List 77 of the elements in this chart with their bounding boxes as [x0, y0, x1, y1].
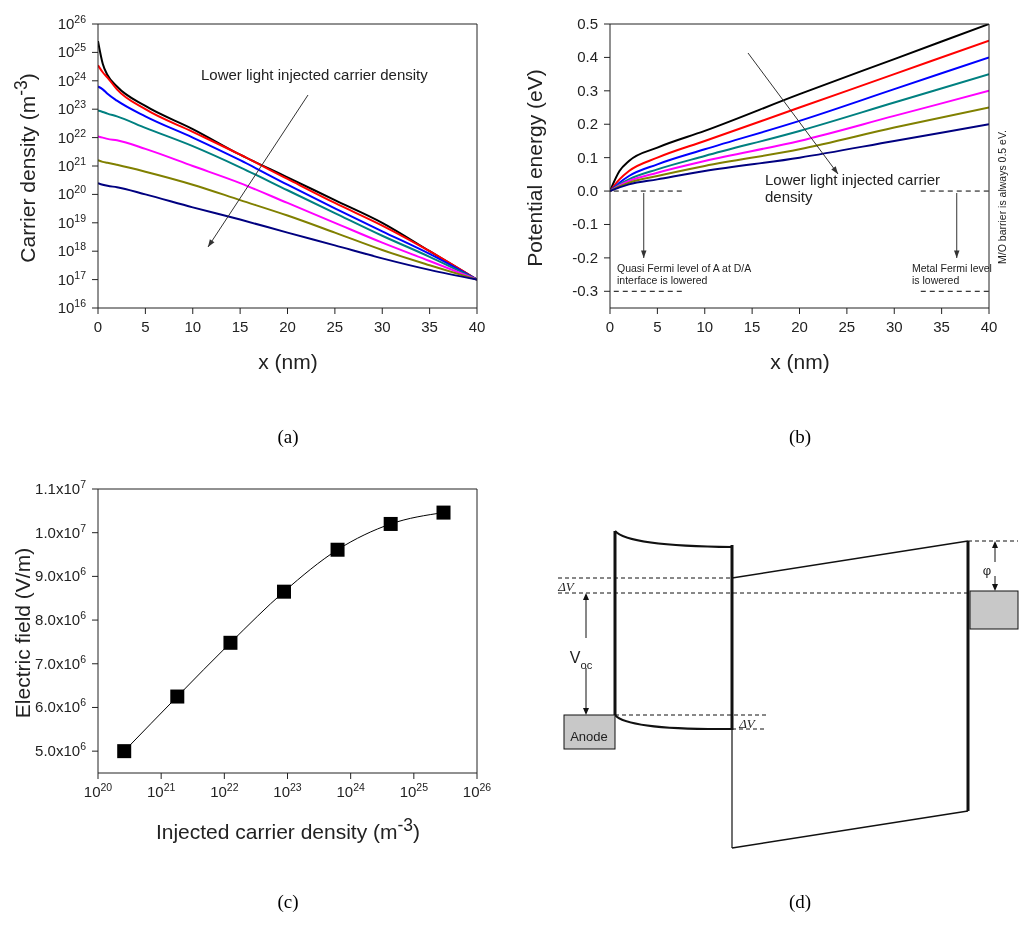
x-tick-label: 30 [885, 318, 903, 335]
y-tick-label: 9.0x10$^{6}$ [35, 565, 87, 585]
y-tick-label: 7.0x10$^{6}$ [35, 652, 87, 672]
y-tick-label: 1.0x10$^{7}$ [35, 521, 87, 541]
x-axis-title: Injected carrier density (m$^{-3}$) [154, 815, 422, 844]
y-tick-label: 0.3 [577, 81, 598, 99]
x-tick-label: 10$^{24}$ [336, 781, 366, 800]
annotation: Quasi Fermi level of A at D/A interface is lowered [617, 262, 752, 287]
y-tick-label: 0.5 [577, 15, 598, 32]
y-tick-label: 10$^{18}$ [57, 240, 87, 260]
text: (c) [276, 891, 300, 913]
x-axis-title: x (nm) [257, 350, 319, 374]
annotation: Lower light injected carrier density [201, 66, 429, 84]
y-tick-label: 10$^{25}$ [57, 41, 87, 61]
point [330, 542, 345, 557]
y-tick-label: -0.3 [572, 282, 598, 300]
x-tick-label: 35 [933, 318, 950, 335]
x-tick-label: 10$^{25}$ [399, 781, 429, 800]
text: M/O barrier is always 0.5 eV. [995, 129, 1009, 266]
y-tick-label: 5.0x10$^{6}$ [35, 740, 87, 760]
point [223, 635, 238, 650]
line-series [98, 135, 477, 281]
point [117, 744, 132, 759]
x-tick-label: 10 [696, 318, 714, 335]
line-series [610, 123, 989, 193]
y-tick-label: 6.0x10$^{6}$ [35, 696, 87, 716]
energy-band-diagram: ΔV V$_{oc}$ ΔV φ Anode [520, 473, 1020, 863]
text: (d) [787, 891, 813, 913]
y-tick-label: 1.1x10$^{7}$ [35, 478, 87, 497]
x-tick-label: 10$^{20}$ [83, 781, 113, 800]
y-tick-label: 8.0x10$^{6}$ [35, 609, 87, 629]
x-tick-label: 0 [605, 318, 615, 335]
point [436, 505, 451, 520]
x-tick-label: 30 [373, 318, 391, 335]
point [170, 689, 185, 704]
y-tick-label: 10$^{26}$ [57, 13, 87, 32]
y-tick-label: -0.1 [572, 215, 598, 233]
x-tick-label: 15 [743, 318, 761, 335]
x-tick-label: 10$^{23}$ [273, 781, 302, 800]
x-tick-label: 40 [468, 318, 486, 335]
x-tick-label: 10$^{22}$ [210, 781, 239, 800]
x-tick-label: 10$^{21}$ [146, 781, 176, 800]
y-tick-label: 10$^{16}$ [57, 297, 87, 316]
x-tick-label: 0 [93, 318, 103, 335]
annotation: Metal Fermi level is lowered [912, 262, 993, 287]
x-tick-label: 20 [279, 318, 296, 335]
x-tick-label: 5 [653, 318, 662, 335]
y-axis-title: Electric field (V/m) [11, 546, 35, 721]
text: (a) [276, 426, 300, 448]
text: (b) [787, 426, 813, 448]
y-tick-label: 0.0 [577, 182, 598, 200]
y-tick-label: 0.1 [577, 148, 598, 166]
x-axis-title: x (nm) [769, 350, 831, 374]
y-tick-label: 10$^{24}$ [57, 69, 87, 89]
y-tick-label: 0.4 [577, 48, 598, 66]
y-tick-label: 10$^{21}$ [57, 155, 87, 174]
y-tick-label: 10$^{22}$ [57, 126, 87, 146]
x-tick-label: 10 [184, 318, 202, 335]
x-tick-label: 20 [791, 318, 808, 335]
y-tick-label: 0.2 [577, 115, 598, 133]
point [383, 516, 398, 531]
line-series [98, 182, 477, 281]
point [276, 584, 291, 599]
y-tick-label: 10$^{20}$ [57, 183, 87, 203]
y-axis-title: Potential energy (eV) [523, 68, 547, 269]
x-tick-label: 25 [838, 318, 856, 335]
x-tick-label: 15 [231, 318, 249, 335]
annotation: Lower light injected carrier density [765, 171, 942, 206]
y-tick-label: 10$^{23}$ [57, 98, 87, 118]
y-tick-label: 10$^{17}$ [57, 268, 87, 288]
x-tick-label: 10$^{26}$ [462, 781, 492, 800]
y-tick-label: 10$^{19}$ [57, 211, 87, 231]
x-tick-label: 25 [326, 318, 344, 335]
x-tick-label: 35 [421, 318, 438, 335]
y-tick-label: -0.2 [572, 248, 598, 266]
x-tick-label: 5 [141, 318, 150, 335]
x-tick-label: 40 [980, 318, 998, 335]
